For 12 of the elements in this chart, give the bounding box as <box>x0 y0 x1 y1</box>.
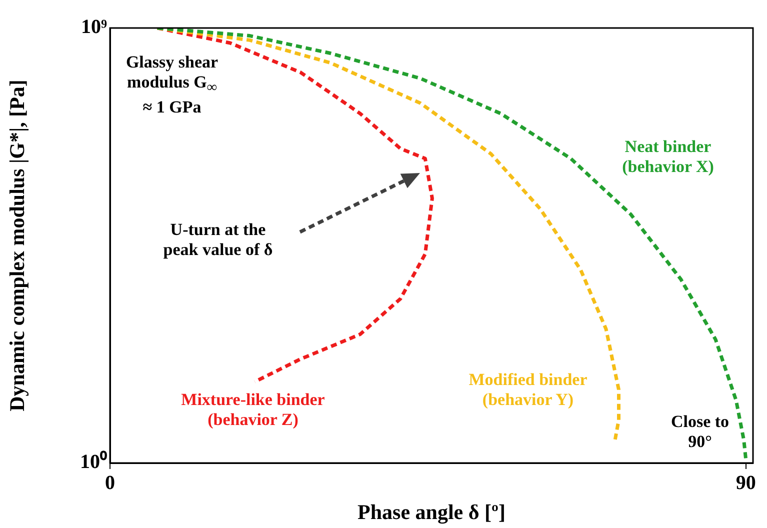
x-tick-label: 90 <box>736 472 756 494</box>
y-tick-label: 10⁹ <box>81 16 107 38</box>
series-label: Modified binder (behavior Y) <box>468 370 588 410</box>
x-axis-title: Phase angle δ [º] <box>358 500 506 524</box>
y-axis-title: Dynamic complex modulus |G*|, [Pa] <box>5 80 30 412</box>
series-label: Mixture-like binder (behavior Z) <box>181 390 325 430</box>
series-label: Neat binder (behavior X) <box>622 137 714 177</box>
annotation: Glassy shear modulus G$_{∞}$ ≈ 1 GPa <box>124 52 220 118</box>
x-tick-label: 0 <box>105 472 115 494</box>
annotation: Close to 90° <box>670 412 730 452</box>
annotation: U-turn at the peak value of δ <box>162 220 274 260</box>
y-tick-label: 10⁰ <box>80 450 107 474</box>
